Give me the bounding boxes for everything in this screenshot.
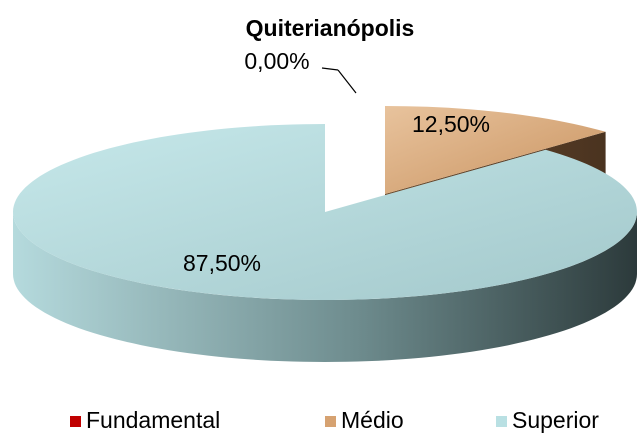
legend-swatch	[496, 416, 507, 427]
legend-label: Fundamental	[86, 407, 220, 433]
legend-swatch	[325, 416, 336, 427]
pie-slice	[385, 106, 606, 194]
legend-label: Médio	[341, 407, 404, 433]
chart-title: Quiterianópolis	[246, 15, 415, 41]
legend-label: Superior	[512, 407, 599, 433]
leader-line	[321, 67, 339, 71]
leader-line	[337, 69, 357, 94]
slice-side	[13, 212, 637, 362]
data-label: 87,50%	[183, 250, 261, 276]
data-label: 12,50%	[412, 111, 490, 137]
data-label: 0,00%	[244, 48, 309, 74]
legend-swatch	[70, 416, 81, 427]
pie-slice	[13, 124, 637, 300]
